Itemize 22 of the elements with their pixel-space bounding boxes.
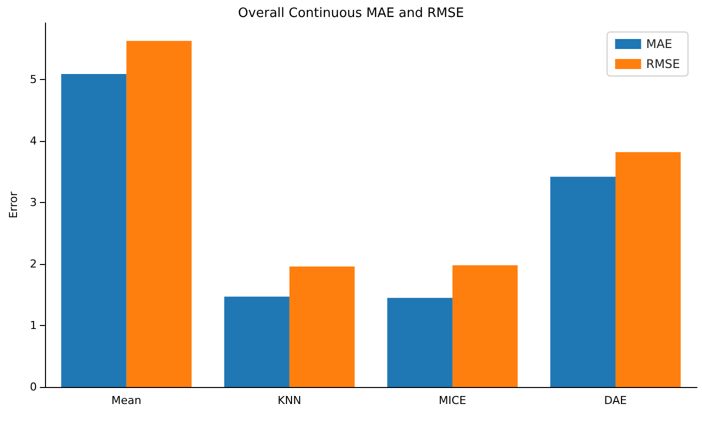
y-tick-label: 0 [30, 380, 37, 394]
y-axis-title: Error [7, 191, 20, 218]
y-tick-label: 1 [30, 319, 37, 332]
x-tick-label: KNN [278, 394, 302, 407]
bar [452, 265, 518, 387]
chart-title: Overall Continuous MAE and RMSE [238, 6, 464, 21]
bar [224, 296, 290, 387]
y-tick-label: 4 [30, 134, 37, 148]
bar [289, 266, 355, 387]
x-tick-label: DAE [604, 394, 627, 407]
x-tick-label: Mean [111, 394, 142, 407]
x-tick-label: MICE [438, 394, 466, 407]
bar [387, 298, 452, 387]
bar [615, 152, 681, 387]
y-tick-label: 5 [30, 73, 37, 86]
y-tick-label: 2 [30, 258, 37, 271]
y-tick-label: 3 [30, 196, 37, 210]
bar [61, 74, 126, 387]
bar [126, 40, 192, 387]
legend-label: MAE [646, 37, 672, 51]
legend-label: RMSE [646, 57, 680, 71]
bar [550, 176, 616, 387]
